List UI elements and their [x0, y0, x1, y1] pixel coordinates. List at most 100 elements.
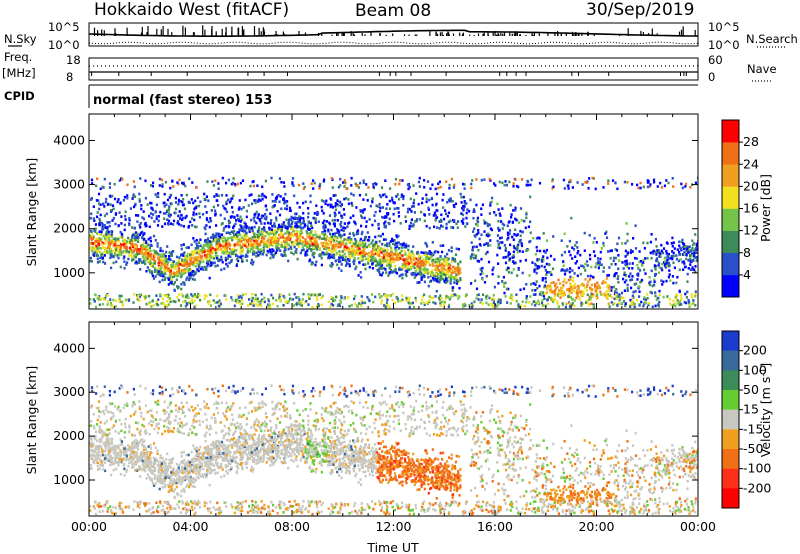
echo-cell: [302, 201, 305, 205]
echo-cell: [252, 249, 256, 253]
echo-cell: [660, 249, 663, 253]
echo-cell: [368, 251, 371, 255]
echo-cell: [447, 220, 450, 224]
echo-cell: [428, 250, 431, 253]
echo-cell: [441, 262, 444, 266]
echo-cell: [638, 269, 642, 272]
echo-cell: [379, 273, 382, 276]
echo-cell: [175, 274, 178, 278]
echo-cell: [373, 249, 376, 253]
echo-cell: [91, 249, 94, 252]
echo-cell: [565, 302, 568, 305]
echo-cell: [503, 291, 506, 295]
echo-cell: [658, 293, 661, 297]
echo-cell: [181, 264, 184, 267]
echo-cell: [314, 217, 317, 220]
echo-cell: [307, 240, 310, 243]
echo-cell: [395, 242, 398, 245]
echo-cell: [135, 260, 138, 264]
echo-cell: [463, 205, 466, 208]
echo-cell: [219, 244, 222, 247]
echo-cell: [289, 225, 293, 228]
echo-cell: [180, 275, 183, 279]
echo-cell: [412, 272, 415, 275]
echo-cell: [444, 276, 447, 280]
echo-cell: [189, 259, 192, 263]
echo-cell: [497, 243, 500, 247]
echo-cell: [101, 256, 104, 260]
echo-cell: [436, 257, 439, 260]
echo-cell: [334, 235, 337, 238]
echo-cell: [450, 246, 453, 249]
echo-cell: [579, 284, 582, 287]
echo-cell: [332, 304, 335, 307]
echo-cell: [334, 205, 337, 208]
echo-cell: [696, 244, 698, 248]
echo-cell: [92, 246, 95, 250]
echo-cell: [385, 257, 388, 260]
echo-cell: [320, 241, 323, 245]
echo-cell: [502, 275, 505, 279]
echo-cell: [262, 243, 266, 247]
echo-cell: [339, 301, 342, 304]
echo-cell: [694, 290, 697, 293]
echo-cell: [650, 233, 653, 236]
echo-cell: [452, 265, 455, 269]
echo-cell: [131, 236, 134, 239]
echo-cell: [586, 283, 589, 287]
echo-cell: [553, 289, 556, 293]
echo-cell: [657, 264, 660, 267]
freq-tick-top: 18: [66, 53, 81, 67]
echo-cell: [261, 214, 264, 218]
echo-cell: [442, 259, 445, 262]
echo-cell: [98, 219, 102, 223]
echo-cell: [342, 208, 345, 211]
echo-cell: [279, 297, 282, 301]
echo-cell: [388, 305, 391, 309]
echo-cell: [204, 232, 207, 236]
echo-cell: [692, 302, 695, 305]
echo-cell: [398, 247, 401, 250]
echo-cell: [519, 259, 522, 263]
echo-cell: [661, 262, 664, 266]
echo-cell: [500, 236, 503, 239]
echo-cell: [654, 304, 657, 308]
echo-cell: [610, 301, 613, 304]
echo-cell: [461, 303, 465, 306]
echo-cell: [571, 257, 574, 260]
echo-cell: [273, 233, 276, 236]
echo-cell: [229, 232, 232, 236]
echo-cell: [249, 302, 252, 306]
echo-cell: [537, 258, 541, 261]
echo-cell: [475, 203, 478, 207]
echo-cell: [689, 303, 693, 306]
echo-cell: [313, 242, 316, 246]
echo-cell: [181, 258, 184, 261]
echo-cell: [544, 280, 547, 284]
echo-cell: [499, 301, 502, 305]
echo-cell: [334, 244, 337, 247]
echo-cell: [383, 225, 386, 228]
echo-cell: [166, 218, 169, 221]
echo-cell: [226, 251, 229, 255]
echo-cell: [382, 247, 385, 251]
echo-cell: [628, 275, 631, 278]
echo-cell: [163, 255, 166, 258]
echo-cell: [589, 287, 592, 290]
echo-cell: [625, 222, 628, 225]
echo-cell: [193, 299, 196, 303]
echo-cell: [224, 248, 227, 252]
echo-cell: [416, 250, 419, 254]
echo-cell: [688, 305, 691, 308]
echo-cell: [477, 248, 480, 252]
echo-cell: [96, 232, 99, 235]
echo-cell: [142, 217, 146, 221]
echo-cell: [228, 242, 231, 245]
echo-cell: [473, 227, 476, 231]
echo-cell: [455, 282, 458, 285]
echo-cell: [608, 305, 611, 308]
echo-cell: [331, 236, 334, 239]
echo-cell: [192, 237, 195, 240]
echo-cell: [159, 210, 162, 214]
echo-cell: [212, 251, 215, 254]
